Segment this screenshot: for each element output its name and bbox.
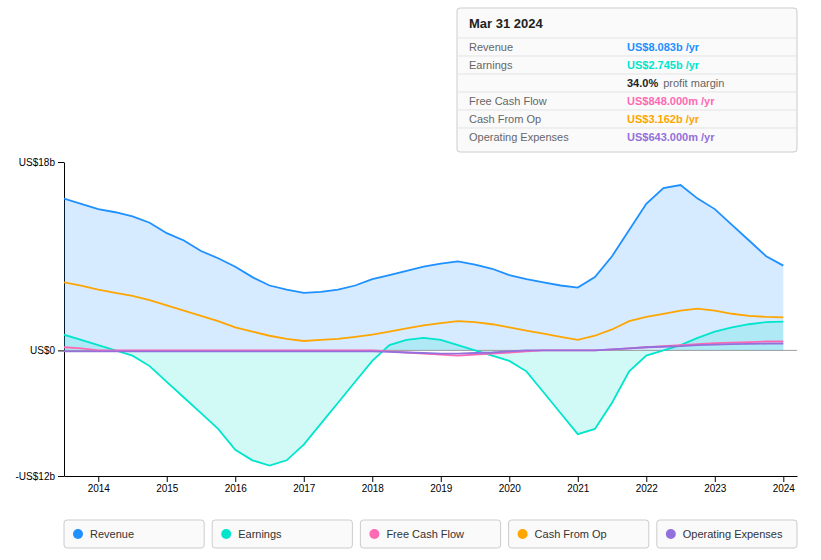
legend-item: Earnings bbox=[212, 520, 352, 548]
chart-container: 2014 2015 2016 2017 2018 2019 2020 2021 2022 2023… bbox=[0, 0, 821, 560]
legend-swatch bbox=[221, 529, 231, 539]
legend-swatch bbox=[369, 529, 379, 539]
line bbox=[64, 344, 783, 354]
legend-item: Free Cash Flow bbox=[360, 520, 500, 548]
y-tick-label: US$18b bbox=[19, 157, 56, 168]
info-value: US$2.745b /yr bbox=[627, 59, 700, 71]
y-tick-mark bbox=[58, 476, 64, 477]
info-label: Earnings bbox=[469, 59, 513, 71]
info-label: Cash From Op bbox=[469, 113, 541, 125]
area bbox=[64, 322, 783, 466]
plot-marks bbox=[64, 185, 797, 466]
legend-swatch bbox=[518, 529, 528, 539]
y-tick: US$0 bbox=[30, 345, 64, 356]
info-separator bbox=[457, 56, 797, 57]
line bbox=[64, 322, 783, 466]
info-label: Operating Expenses bbox=[469, 131, 569, 143]
x-tick-label: 2022 bbox=[636, 483, 659, 494]
info-value: US$643.000m /yr bbox=[627, 131, 715, 143]
info-value: US$3.162b /yr bbox=[627, 113, 700, 125]
x-tick-mark bbox=[235, 476, 236, 482]
x-tick-mark bbox=[646, 476, 647, 482]
x-tick: 2024 bbox=[773, 476, 796, 494]
x-axis-line bbox=[65, 476, 798, 477]
x-tick-mark bbox=[509, 476, 510, 482]
x-tick-label: 2016 bbox=[225, 483, 248, 494]
x-tick: 2023 bbox=[704, 476, 727, 494]
x-tick-label: 2019 bbox=[430, 483, 453, 494]
info-value: US$848.000m /yr bbox=[627, 95, 715, 107]
info-separator bbox=[457, 74, 797, 75]
title: Mar 31 2024 bbox=[469, 16, 543, 31]
y-tick-label: US$0 bbox=[30, 345, 55, 356]
x-tick-mark bbox=[783, 476, 784, 482]
legend-item: Operating Expenses bbox=[657, 520, 797, 548]
legend-label: Operating Expenses bbox=[683, 528, 783, 540]
x-tick: 2017 bbox=[293, 476, 316, 494]
legend: Revenue Earnings Free Cash Flow Cash From O… bbox=[64, 520, 797, 548]
info-value: 34.0% bbox=[627, 77, 658, 89]
x-tick: 2022 bbox=[636, 476, 659, 494]
x-tick: 2019 bbox=[430, 476, 453, 494]
x-tick-mark bbox=[372, 476, 373, 482]
x-tick-label: 2023 bbox=[704, 483, 727, 494]
x-tick-label: 2020 bbox=[499, 483, 522, 494]
info-note: profit margin bbox=[663, 77, 724, 89]
x-tick-label: 2018 bbox=[362, 483, 385, 494]
legend-swatch bbox=[666, 529, 676, 539]
info-separator bbox=[457, 128, 797, 129]
info-separator bbox=[457, 110, 797, 111]
legend-label: Cash From Op bbox=[535, 528, 607, 540]
info-value: US$8.083b /yr bbox=[627, 41, 700, 53]
x-tick-mark bbox=[715, 476, 716, 482]
line bbox=[64, 282, 783, 341]
line bbox=[64, 185, 783, 293]
y-tick-mark bbox=[58, 350, 64, 351]
area bbox=[64, 185, 783, 350]
info-separator bbox=[457, 92, 797, 93]
legend-label: Earnings bbox=[238, 528, 282, 540]
legend-box bbox=[212, 520, 352, 548]
x-tick: 2018 bbox=[362, 476, 385, 494]
legend-item: Revenue bbox=[64, 520, 204, 548]
x-tick-mark bbox=[578, 476, 579, 482]
y-tick-mark bbox=[58, 162, 64, 163]
x-axis: 2014 2015 2016 2017 2018 2019 2020 2021 2022 2023… bbox=[65, 476, 798, 494]
chart-svg: 2014 2015 2016 2017 2018 2019 2020 2021 2022 2023… bbox=[0, 0, 821, 560]
legend-box bbox=[657, 520, 797, 548]
info-separator bbox=[457, 38, 797, 39]
info-label: Free Cash Flow bbox=[469, 95, 547, 107]
x-tick-label: 2024 bbox=[773, 483, 796, 494]
legend-box bbox=[360, 520, 500, 548]
x-tick-label: 2014 bbox=[88, 483, 111, 494]
info-label: Revenue bbox=[469, 41, 513, 53]
y-axis: -US$12b US$0 US$18b bbox=[16, 157, 65, 482]
x-tick-mark bbox=[167, 476, 168, 482]
x-tick-label: 2015 bbox=[156, 483, 179, 494]
x-tick-label: 2017 bbox=[293, 483, 316, 494]
x-tick: 2016 bbox=[225, 476, 248, 494]
x-tick-mark bbox=[304, 476, 305, 482]
x-tick: 2020 bbox=[499, 476, 522, 494]
legend-box bbox=[64, 520, 204, 548]
info-box: Mar 31 2024 Revenue US$8.083b /yr Earnings U… bbox=[457, 8, 797, 152]
x-tick: 2021 bbox=[567, 476, 590, 494]
y-tick: US$18b bbox=[19, 157, 64, 168]
info-box-frame bbox=[457, 8, 797, 152]
x-tick-mark bbox=[441, 476, 442, 482]
x-tick: 2015 bbox=[156, 476, 179, 494]
x-tick-label: 2021 bbox=[567, 483, 590, 494]
legend-box bbox=[509, 520, 649, 548]
legend-item: Cash From Op bbox=[509, 520, 649, 548]
legend-swatch bbox=[73, 529, 83, 539]
x-tick-mark bbox=[98, 476, 99, 482]
legend-label: Revenue bbox=[90, 528, 134, 540]
x-tick: 2014 bbox=[88, 476, 111, 494]
line bbox=[64, 342, 783, 356]
legend-label: Free Cash Flow bbox=[386, 528, 464, 540]
y-tick: -US$12b bbox=[16, 471, 64, 482]
y-tick-label: -US$12b bbox=[16, 471, 56, 482]
